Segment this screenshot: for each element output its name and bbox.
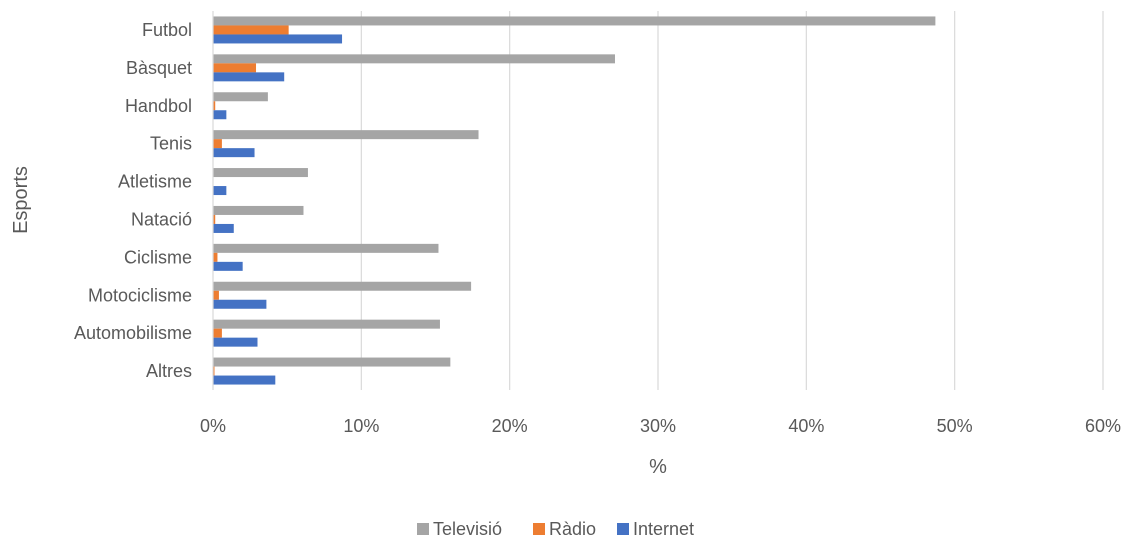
legend-label-televisio: Televisió: [433, 519, 502, 539]
legend-label-radio: Ràdio: [549, 519, 596, 539]
x-tick-labels: 0% 10% 20% 30% 40% 50% 60%: [200, 416, 1121, 436]
y-tick-label-tenis: Tenis: [150, 134, 192, 154]
bar-natacio-internet: [213, 223, 234, 233]
bar-ciclisme-radio: [213, 252, 218, 262]
y-axis-title: Esports: [10, 166, 32, 234]
bar-handbol-radio: [213, 101, 216, 111]
y-tick-label-altres: Altres: [146, 361, 192, 381]
bar-tenis-televisio: [213, 130, 479, 140]
bar-basquet-radio: [213, 63, 257, 73]
bar-futbol-televisio: [213, 16, 936, 26]
bar-handbol-televisio: [213, 92, 268, 102]
bar-basquet-internet: [213, 72, 285, 82]
bar-altres-internet: [213, 375, 276, 385]
x-tick-label-0: 0%: [200, 416, 226, 436]
bar-basquet-televisio: [213, 54, 615, 64]
bar-automobilisme-radio: [213, 328, 222, 338]
bar-automobilisme-internet: [213, 337, 258, 347]
x-tick-label-20: 20%: [492, 416, 528, 436]
legend-swatch-internet: [617, 523, 629, 535]
bar-handbol-internet: [213, 110, 227, 120]
y-tick-labels: Futbol Bàsquet Handbol Tenis Atletisme Nataci…: [74, 20, 192, 381]
legend-swatch-televisio: [417, 523, 429, 535]
y-tick-label-handbol: Handbol: [125, 96, 192, 116]
bar-natacio-radio: [213, 214, 216, 224]
x-tick-label-40: 40%: [788, 416, 824, 436]
bar-altres-radio: [213, 366, 215, 376]
gridlines: [360, 11, 1104, 390]
x-tick-label-10: 10%: [343, 416, 379, 436]
x-tick-label-30: 30%: [640, 416, 676, 436]
bar-natacio-televisio: [213, 205, 304, 215]
y-tick-label-ciclisme: Ciclisme: [124, 247, 192, 267]
bar-futbol-internet: [213, 34, 343, 44]
bar-ciclisme-internet: [213, 261, 243, 271]
legend: Televisió Ràdio Internet: [417, 519, 694, 539]
x-axis-title: %: [649, 456, 667, 478]
bar-motociclisme-internet: [213, 299, 267, 309]
y-tick-label-futbol: Futbol: [142, 20, 192, 40]
bar-tenis-radio: [213, 139, 222, 149]
legend-swatch-radio: [533, 523, 545, 535]
y-tick-label-atletisme: Atletisme: [118, 172, 192, 192]
bar-atletisme-televisio: [213, 168, 308, 178]
y-tick-label-basquet: Bàsquet: [126, 58, 192, 78]
x-tick-label-60: 60%: [1085, 416, 1121, 436]
bar-tenis-internet: [213, 148, 255, 158]
x-tick-label-50: 50%: [937, 416, 973, 436]
bar-motociclisme-televisio: [213, 281, 472, 291]
bar-motociclisme-radio: [213, 290, 219, 300]
bar-atletisme-internet: [213, 186, 227, 196]
y-tick-label-motociclisme: Motociclisme: [88, 285, 192, 305]
legend-label-internet: Internet: [633, 519, 694, 539]
bar-altres-televisio: [213, 357, 451, 367]
bar-automobilisme-televisio: [213, 319, 440, 329]
bars-group: [213, 16, 936, 385]
y-tick-label-automobilisme: Automobilisme: [74, 323, 192, 343]
bar-ciclisme-televisio: [213, 243, 439, 253]
bar-futbol-radio: [213, 25, 289, 35]
y-tick-label-natacio: Natació: [131, 209, 192, 229]
